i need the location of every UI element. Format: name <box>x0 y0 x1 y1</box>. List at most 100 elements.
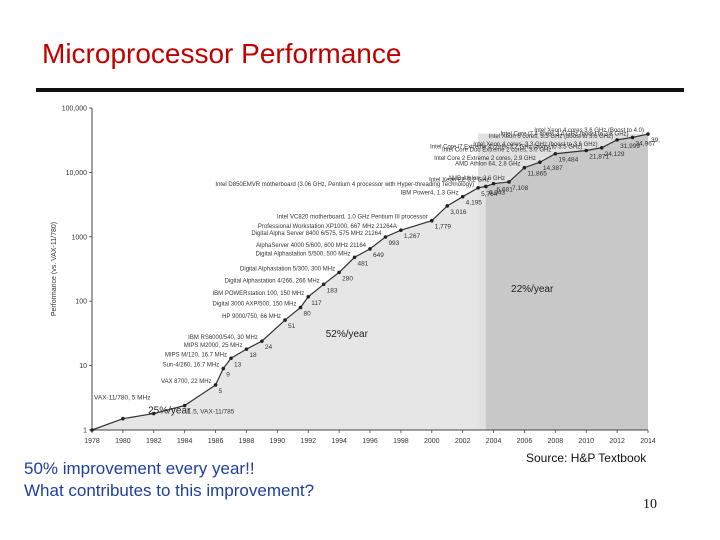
data-point <box>121 416 125 421</box>
y-tick-label: 100 <box>75 299 87 306</box>
growth-rate-label: 22%/year <box>511 284 554 295</box>
data-value-label: 19,484 <box>558 157 578 164</box>
note-line-1: 50% improvement every year!! <box>24 459 255 478</box>
note-text: 50% improvement every year!! What contri… <box>24 458 314 502</box>
data-point-name: Intel Xeon 6 cores, 3.3 GHz (boost to 3.… <box>489 134 613 140</box>
data-value-label: 7,108 <box>512 185 529 192</box>
x-tick-label: 2002 <box>455 438 471 445</box>
x-tick-label: 2004 <box>486 438 502 445</box>
data-point-name: Digital Alphastation 5/300, 300 MHz <box>240 266 335 272</box>
data-point <box>321 282 326 287</box>
data-value-label: 11,865 <box>527 171 547 178</box>
data-point-name: Digital Alphastation 5/500, 500 MHz <box>255 251 350 257</box>
data-value-label: 34,967 <box>636 140 656 147</box>
data-point-name: AMD Athlon, 2.6 GHz <box>448 176 505 182</box>
data-point-name: AMD Athlon 64, 2.8 GHz <box>455 162 520 168</box>
data-value-label: 31,999 <box>620 143 640 150</box>
data-point-name: IBM RS6000/540, 30 MHz <box>188 335 258 341</box>
data-point-name: IBM Power4, 1.3 GHz <box>401 191 459 197</box>
data-point-name: AlphaServer 4000 5/600, 600 MHz 21164 <box>256 243 367 249</box>
data-value-label: 39,419 <box>651 137 660 144</box>
data-value-label: 6,043 <box>489 189 506 196</box>
data-value-label: 14,387 <box>543 165 563 172</box>
data-point <box>429 218 434 223</box>
recent-era-band <box>478 133 648 431</box>
data-value-label: 1,779 <box>435 224 452 231</box>
data-point <box>260 339 264 343</box>
data-value-label: 13 <box>234 361 242 368</box>
data-point <box>337 270 341 275</box>
x-tick-label: 1986 <box>208 438 224 445</box>
data-point <box>476 186 480 190</box>
data-point-name: VAX 8700, 22 MHz <box>161 379 212 385</box>
x-tick-label: 1982 <box>146 438 162 445</box>
data-point <box>221 366 226 371</box>
data-value-label: 80 <box>304 310 312 317</box>
data-point <box>213 383 218 387</box>
data-point-name: Intel Core 2 Extreme 2 cores, 2.9 GHz <box>434 156 536 162</box>
x-tick-label: 2012 <box>609 438 625 445</box>
data-point-name: MIPS M/120, 16.7 MHz <box>165 352 227 358</box>
data-point-name: Intel Xeon EE 3.2 GHz <box>429 178 489 184</box>
data-point <box>553 151 558 156</box>
data-point <box>244 347 249 351</box>
y-tick-label: 1 <box>83 428 87 435</box>
data-point <box>399 228 403 232</box>
data-point-name: MIPS M2000, 25 MHz <box>184 343 243 349</box>
title-divider <box>36 88 684 92</box>
data-value-label: 1.5, VAX-11/785 <box>188 409 235 416</box>
shade-era-2 <box>215 187 479 430</box>
data-point <box>646 132 650 136</box>
data-value-label: 51 <box>288 323 296 330</box>
x-tick-label: 1994 <box>331 438 347 445</box>
data-point <box>584 148 589 153</box>
data-point <box>352 255 357 260</box>
data-point-name: Digital Alphastation 4/266, 266 MHz <box>225 278 320 284</box>
x-tick-label: 1984 <box>177 438 193 445</box>
data-point <box>507 180 511 184</box>
data-value-label: 649 <box>373 252 384 259</box>
data-point <box>298 305 303 310</box>
data-value-label: 183 <box>327 287 338 294</box>
performance-chart: 1978 1980 1982 1984 1986 1988 1990 1992 1994 1996… <box>36 96 660 448</box>
data-point <box>445 204 450 208</box>
x-tick-label: 1980 <box>115 438 131 445</box>
data-point-name: Intel Core i7 Extreme 4 cores 3.2 GHz (b… <box>430 145 582 151</box>
growth-rate-label: 25%/year <box>148 406 191 417</box>
x-tick-label: 1996 <box>362 438 378 445</box>
data-point-name: Digital 3000 AXP/500, 150 MHz <box>212 301 296 307</box>
data-point <box>90 428 94 432</box>
data-point-name: Intel Core Duo Extreme 2 cores, 3.0 GHz <box>442 148 551 154</box>
x-tick-label: 1978 <box>84 438 100 445</box>
y-tick-label: 10,000 <box>66 170 88 177</box>
data-point <box>229 356 233 361</box>
y-axis-label: Performance (vs. VAX-11/780) <box>51 222 58 316</box>
data-value-label: 5,764 <box>481 191 498 198</box>
data-point <box>182 403 187 408</box>
x-tick-label: 1990 <box>270 438 286 445</box>
chart-svg: 1978 1980 1982 1984 1986 1988 1990 1992 1994 1996… <box>51 106 660 446</box>
x-tick-label: 1992 <box>300 438 316 445</box>
data-point-name: Intel Xeon 4 cores 3.6 GHz (Boost to 4.0… <box>534 128 644 134</box>
data-value-label: 1,267 <box>404 233 421 240</box>
data-point-name: Intel Xeon 4 cores, 3.3 GHz (boost to 3.… <box>473 142 597 148</box>
data-point <box>538 160 542 165</box>
x-tick-label: 2000 <box>424 438 440 445</box>
note-line-2: What contributes to this improvement? <box>24 481 315 500</box>
data-point <box>491 181 496 186</box>
data-point-name: Intel D850EMVR motherboard (3.06 GHz, Pe… <box>215 182 474 188</box>
data-value-label: 993 <box>388 240 399 247</box>
data-point <box>599 145 604 150</box>
data-point-name: Digital Alpha Server 8400 6/575, 575 MHz… <box>251 231 382 237</box>
data-point-name: Professional Workstation XP1000, 667 MHz… <box>258 224 397 230</box>
data-point <box>368 247 372 251</box>
data-point-name: Sun-4/260, 16.7 MHz <box>163 363 220 369</box>
slide-title: Microprocessor Performance <box>42 38 402 69</box>
data-point <box>383 235 388 239</box>
data-value-label: 24 <box>265 344 273 351</box>
data-point <box>484 184 488 189</box>
page-number: 10 <box>643 497 657 512</box>
data-value-label: 117 <box>311 300 322 307</box>
data-point-name: Intel Core i7 4 cores 3.4 GHz (boost to … <box>500 131 628 137</box>
y-tick-label: 10 <box>79 363 87 370</box>
